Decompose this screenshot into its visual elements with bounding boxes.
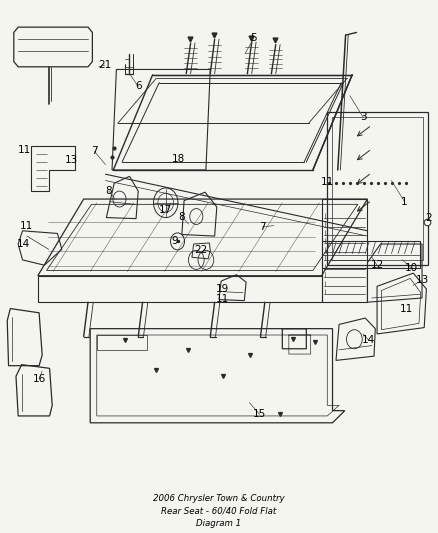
Text: 14: 14: [362, 335, 375, 345]
Text: 3: 3: [360, 112, 367, 122]
Text: 16: 16: [32, 374, 46, 384]
Text: 8: 8: [106, 186, 112, 196]
Text: 5: 5: [251, 33, 257, 43]
Text: 18: 18: [172, 155, 185, 164]
Text: 7: 7: [259, 222, 266, 232]
Text: 11: 11: [20, 221, 34, 230]
Text: 19: 19: [216, 284, 229, 294]
Text: 13: 13: [65, 156, 78, 165]
Text: 11: 11: [321, 176, 334, 187]
Text: 22: 22: [194, 245, 207, 255]
Text: 11: 11: [18, 145, 32, 155]
Text: 21: 21: [98, 60, 111, 70]
Text: 10: 10: [405, 263, 418, 273]
Text: 1: 1: [401, 197, 408, 207]
Text: 6: 6: [135, 82, 141, 91]
Text: 11: 11: [215, 294, 229, 303]
Text: 14: 14: [17, 239, 30, 249]
Text: 12: 12: [371, 260, 384, 270]
Text: 11: 11: [400, 304, 413, 313]
Text: 2: 2: [425, 213, 432, 223]
Text: 13: 13: [415, 275, 429, 285]
Text: 2006 Chrysler Town & Country
Rear Seat - 60/40 Fold Flat
Diagram 1: 2006 Chrysler Town & Country Rear Seat -…: [153, 494, 285, 528]
Text: 8: 8: [179, 212, 185, 222]
Text: 9: 9: [171, 236, 178, 246]
Text: 17: 17: [159, 205, 173, 215]
Text: 7: 7: [91, 147, 98, 157]
Text: 15: 15: [253, 409, 266, 419]
